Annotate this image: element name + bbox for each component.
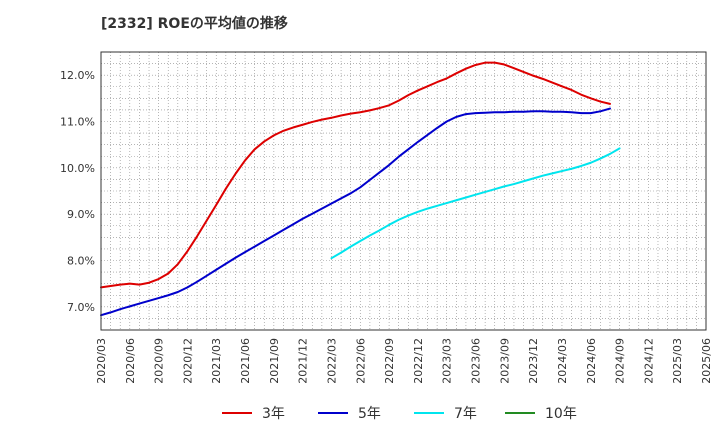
- series-layer: [100, 61, 621, 317]
- grid-layer: [101, 52, 706, 330]
- x-tick-label: 2020/12: [181, 338, 194, 384]
- x-tick-label: 2025/03: [671, 338, 684, 384]
- x-tick-label: 2020/09: [153, 338, 166, 384]
- x-tick-label: 2021/12: [297, 338, 310, 384]
- chart-title: [2332] ROEの平均値の推移: [101, 15, 288, 32]
- x-tick-label: 2023/12: [527, 338, 540, 384]
- legend-label: 7年: [454, 406, 477, 422]
- x-tick-label: 2020/03: [95, 338, 108, 384]
- x-tick-label: 2023/06: [470, 338, 483, 384]
- x-tick-label: 2023/03: [441, 338, 454, 384]
- legend: 3年 5年 7年 10年: [222, 406, 577, 422]
- y-tick-label: 9.0%: [67, 208, 95, 221]
- x-tick-label: 2024/06: [585, 338, 598, 384]
- x-tick-label: 2024/03: [556, 338, 569, 384]
- y-axis-ticks: 7.0% 8.0% 9.0% 10.0% 11.0% 12.0%: [60, 69, 95, 314]
- x-tick-label: 2022/06: [354, 338, 367, 384]
- x-tick-label: 2022/09: [383, 338, 396, 384]
- x-tick-label: 2022/03: [325, 338, 338, 384]
- x-tick-label: 2023/09: [498, 338, 511, 384]
- legend-label: 5年: [358, 406, 381, 422]
- y-tick-label: 12.0%: [60, 69, 95, 82]
- x-tick-label: 2021/09: [268, 338, 281, 384]
- x-tick-label: 2020/06: [124, 338, 137, 384]
- y-tick-label: 8.0%: [67, 255, 95, 268]
- x-tick-label: 2022/12: [412, 338, 425, 384]
- legend-label: 10年: [545, 406, 577, 422]
- plot-frame: [100, 51, 707, 331]
- x-axis-ticks: 2020/03 2020/06 2020/09 2020/12 2021/03 2021/…: [95, 338, 713, 384]
- x-tick-label: 2024/09: [614, 338, 627, 384]
- y-tick-label: 11.0%: [60, 116, 95, 129]
- y-tick-label: 10.0%: [60, 162, 95, 175]
- series-line-7年: [330, 147, 621, 260]
- series-line-5年: [100, 107, 611, 317]
- x-tick-label: 2021/03: [210, 338, 223, 384]
- legend-label: 3年: [262, 406, 285, 422]
- x-tick-label: 2021/06: [239, 338, 252, 384]
- x-tick-label: 2024/12: [642, 338, 655, 384]
- x-tick-label: 2025/06: [700, 338, 713, 384]
- y-tick-label: 7.0%: [67, 301, 95, 314]
- series-line-3年: [100, 61, 611, 289]
